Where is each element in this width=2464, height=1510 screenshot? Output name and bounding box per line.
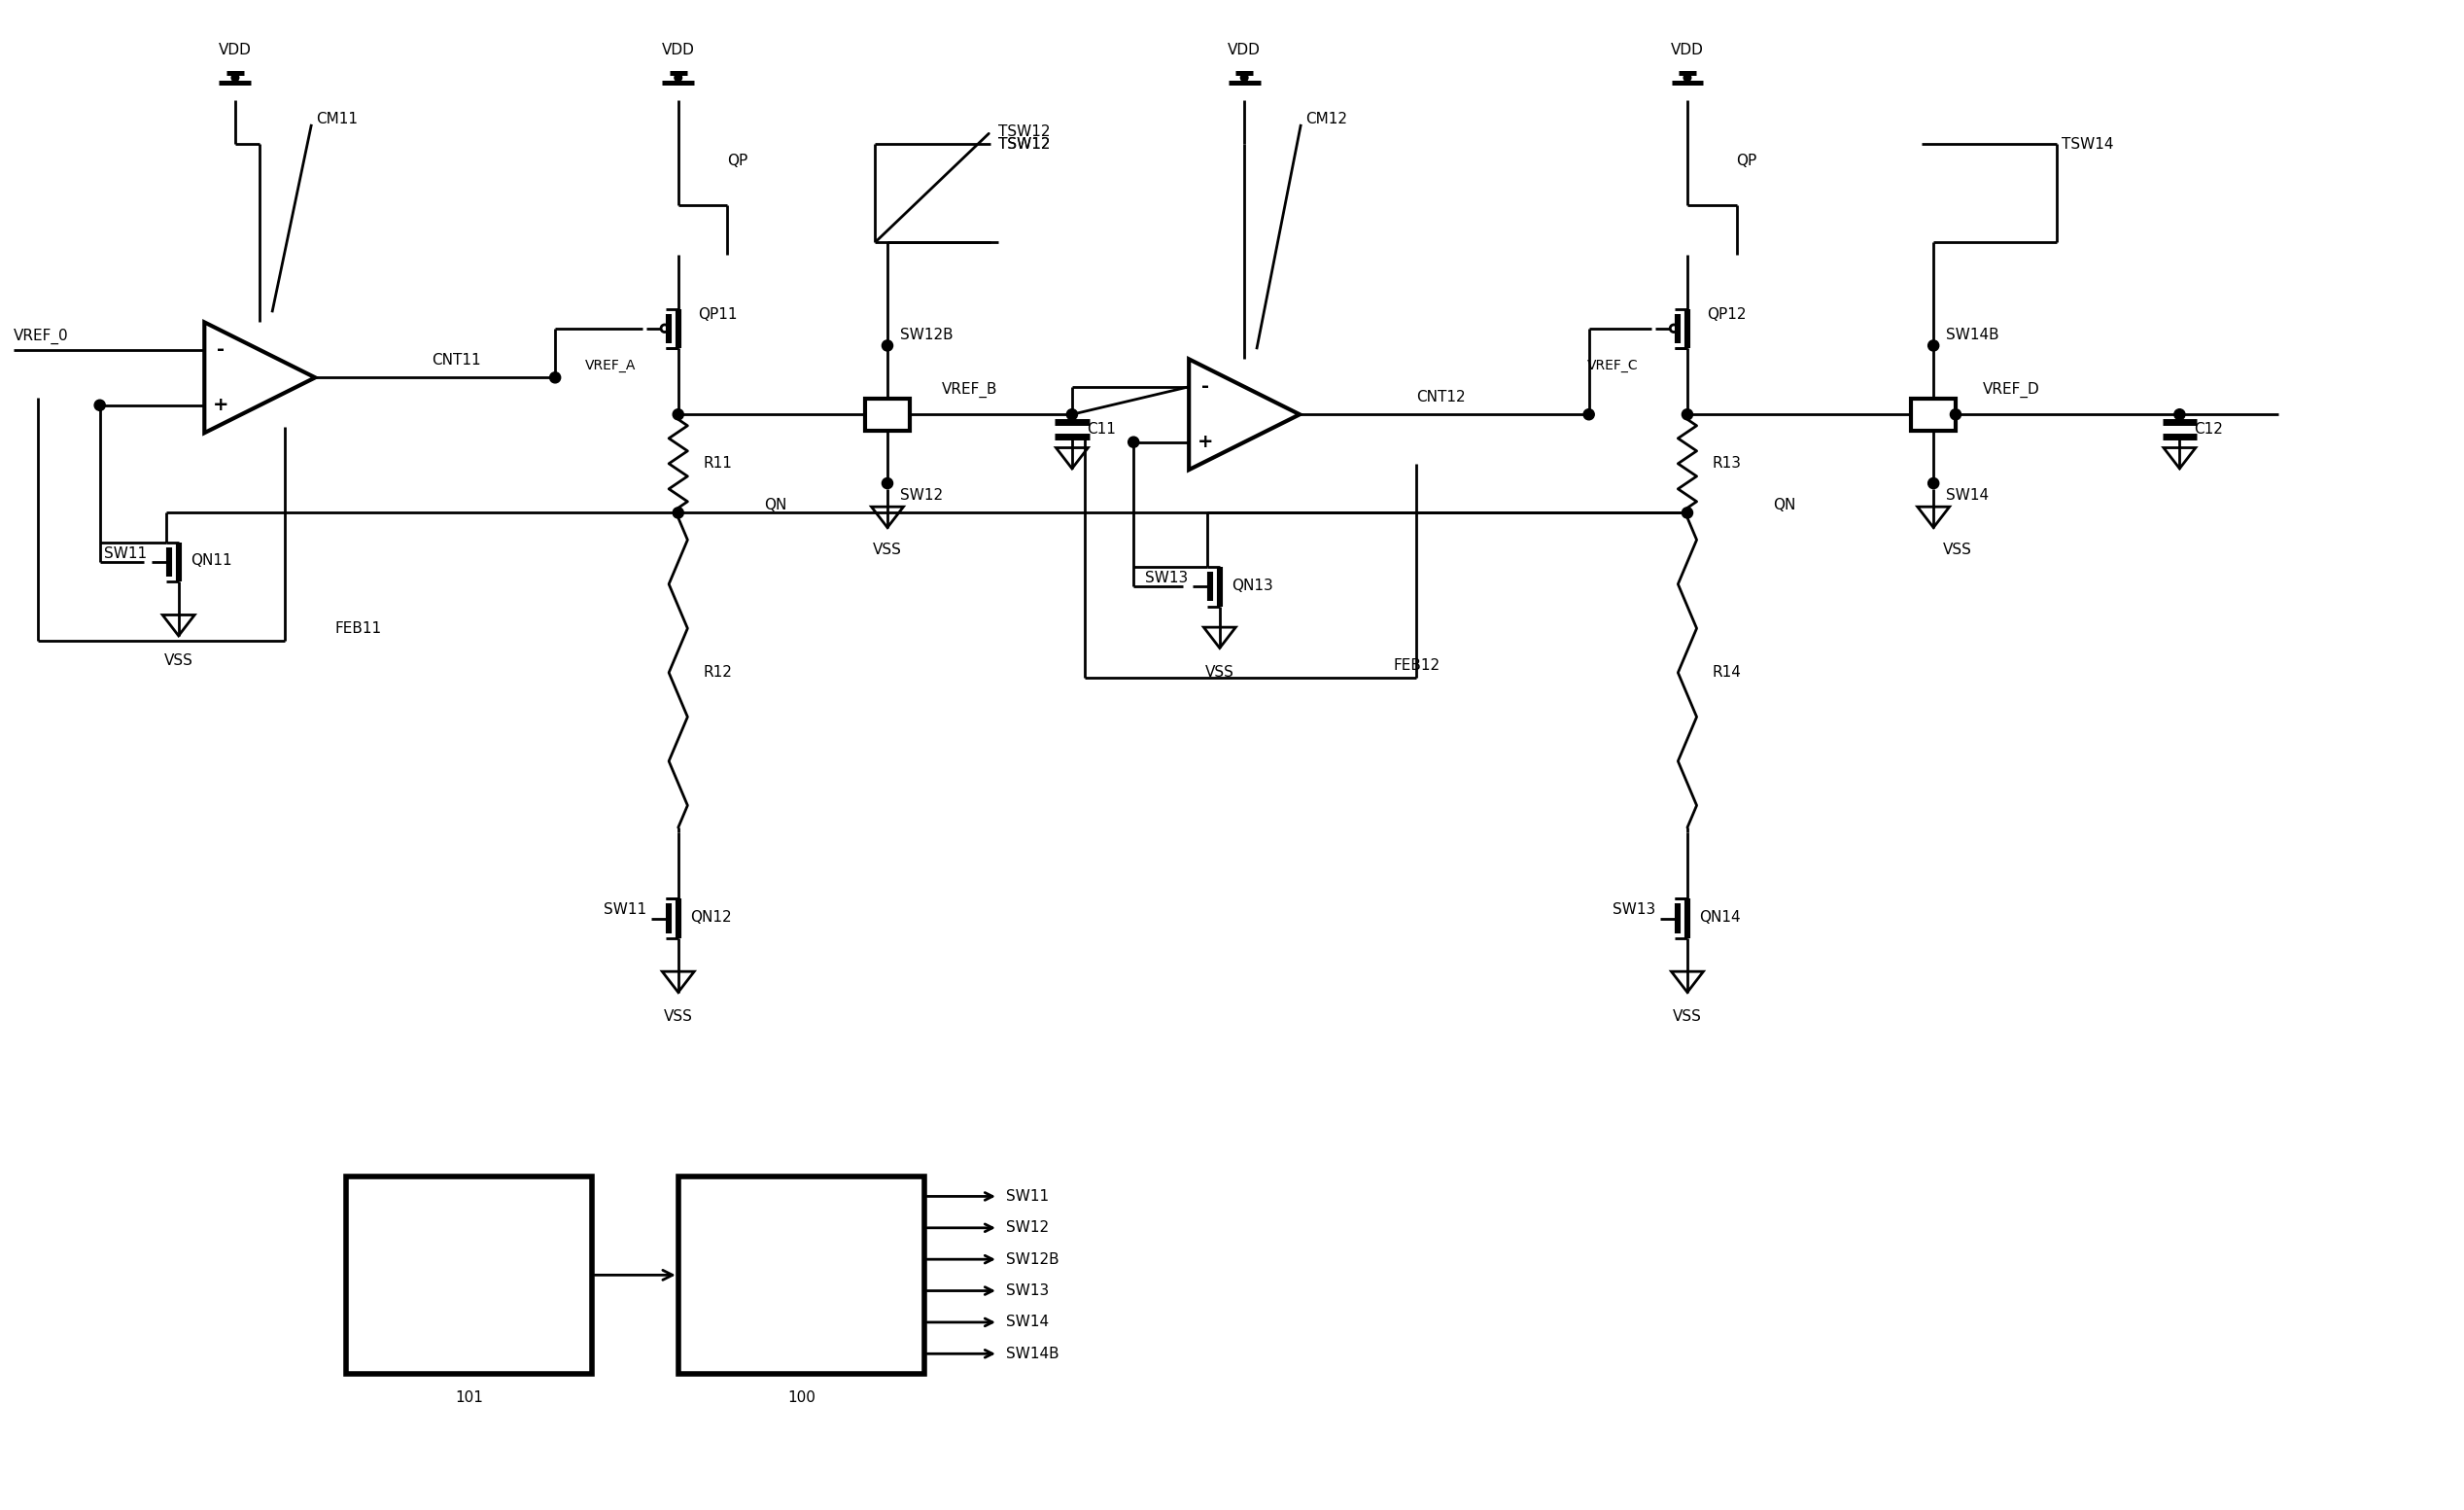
- Text: R14: R14: [1712, 666, 1742, 680]
- Text: QN: QN: [1774, 498, 1796, 513]
- Text: QN11: QN11: [190, 554, 232, 568]
- Text: SW14B: SW14B: [1005, 1347, 1060, 1361]
- Text: SW13: SW13: [1611, 903, 1656, 917]
- Circle shape: [882, 340, 892, 350]
- Circle shape: [882, 477, 892, 489]
- Text: VREF_C: VREF_C: [1587, 358, 1639, 371]
- Text: 101: 101: [456, 1391, 483, 1406]
- Text: +: +: [212, 396, 229, 414]
- Text: SW14B: SW14B: [1947, 328, 1998, 341]
- Circle shape: [1683, 74, 1690, 82]
- Circle shape: [1584, 409, 1594, 420]
- Text: SW11: SW11: [1005, 1188, 1050, 1203]
- Text: VREF_D: VREF_D: [1984, 382, 2040, 397]
- Circle shape: [1683, 409, 1693, 420]
- Text: +: +: [1198, 433, 1212, 451]
- Circle shape: [1239, 74, 1247, 82]
- Text: CM12: CM12: [1306, 112, 1348, 127]
- Circle shape: [1949, 409, 1961, 420]
- Text: SW13: SW13: [1146, 571, 1188, 586]
- Text: -: -: [1200, 378, 1210, 396]
- Text: VSS: VSS: [1205, 666, 1234, 680]
- Text: SW11: SW11: [103, 547, 145, 560]
- Circle shape: [232, 74, 239, 82]
- Circle shape: [549, 371, 559, 384]
- Text: VSS: VSS: [165, 652, 192, 667]
- Text: VDD: VDD: [663, 44, 695, 57]
- Text: VSS: VSS: [663, 1010, 692, 1024]
- Text: TSW12: TSW12: [998, 137, 1050, 151]
- Text: CNT12: CNT12: [1417, 390, 1466, 405]
- Circle shape: [2173, 409, 2186, 420]
- Circle shape: [1927, 340, 1939, 350]
- Text: SW12: SW12: [1005, 1220, 1050, 1235]
- Text: QP: QP: [1737, 154, 1757, 169]
- Bar: [865, 399, 909, 430]
- Text: QN14: QN14: [1700, 911, 1742, 924]
- Bar: [345, 1176, 591, 1374]
- Text: TSW12: TSW12: [998, 137, 1050, 151]
- Text: SW13: SW13: [1005, 1284, 1050, 1299]
- Text: FEB11: FEB11: [335, 621, 382, 636]
- Text: SW12: SW12: [899, 488, 944, 503]
- Text: -: -: [217, 341, 224, 359]
- Text: SW11: SW11: [604, 903, 646, 917]
- Text: TSW14: TSW14: [2062, 137, 2114, 151]
- Text: CNT11: CNT11: [431, 353, 480, 367]
- Text: SW12B: SW12B: [1005, 1252, 1060, 1267]
- Text: VSS: VSS: [1673, 1010, 1703, 1024]
- Text: QP12: QP12: [1708, 308, 1747, 322]
- Circle shape: [1067, 409, 1077, 420]
- Bar: [1912, 399, 1956, 430]
- Text: QN12: QN12: [690, 911, 732, 924]
- Circle shape: [673, 409, 683, 420]
- Text: VREF_A: VREF_A: [586, 358, 636, 371]
- Text: VSS: VSS: [1944, 542, 1971, 557]
- Text: C12: C12: [2195, 421, 2223, 436]
- Text: R11: R11: [702, 456, 732, 471]
- Text: SW14: SW14: [1947, 488, 1988, 503]
- Text: VDD: VDD: [1671, 44, 1703, 57]
- Text: 100: 100: [786, 1391, 816, 1406]
- Text: QN: QN: [764, 498, 786, 513]
- Circle shape: [675, 74, 683, 82]
- Text: VDD: VDD: [219, 44, 251, 57]
- Circle shape: [94, 400, 106, 411]
- Circle shape: [1683, 507, 1693, 518]
- Bar: [678, 1176, 924, 1374]
- Text: VDD: VDD: [1227, 44, 1262, 57]
- Text: QN13: QN13: [1232, 578, 1274, 592]
- Text: VSS: VSS: [872, 542, 902, 557]
- Text: SW14: SW14: [1005, 1315, 1050, 1330]
- Text: R12: R12: [702, 666, 732, 680]
- Text: C11: C11: [1087, 421, 1116, 436]
- Circle shape: [1927, 477, 1939, 489]
- Text: QP: QP: [727, 154, 749, 169]
- Text: SW12B: SW12B: [899, 328, 954, 341]
- Text: FEB12: FEB12: [1392, 658, 1439, 672]
- Text: CM11: CM11: [315, 112, 357, 127]
- Circle shape: [673, 507, 683, 518]
- Text: VREF_0: VREF_0: [15, 329, 69, 344]
- Text: R13: R13: [1712, 456, 1742, 471]
- Text: QP11: QP11: [697, 308, 737, 322]
- Text: TSW12: TSW12: [998, 124, 1050, 139]
- Circle shape: [1129, 436, 1138, 447]
- Text: VREF_B: VREF_B: [941, 382, 998, 397]
